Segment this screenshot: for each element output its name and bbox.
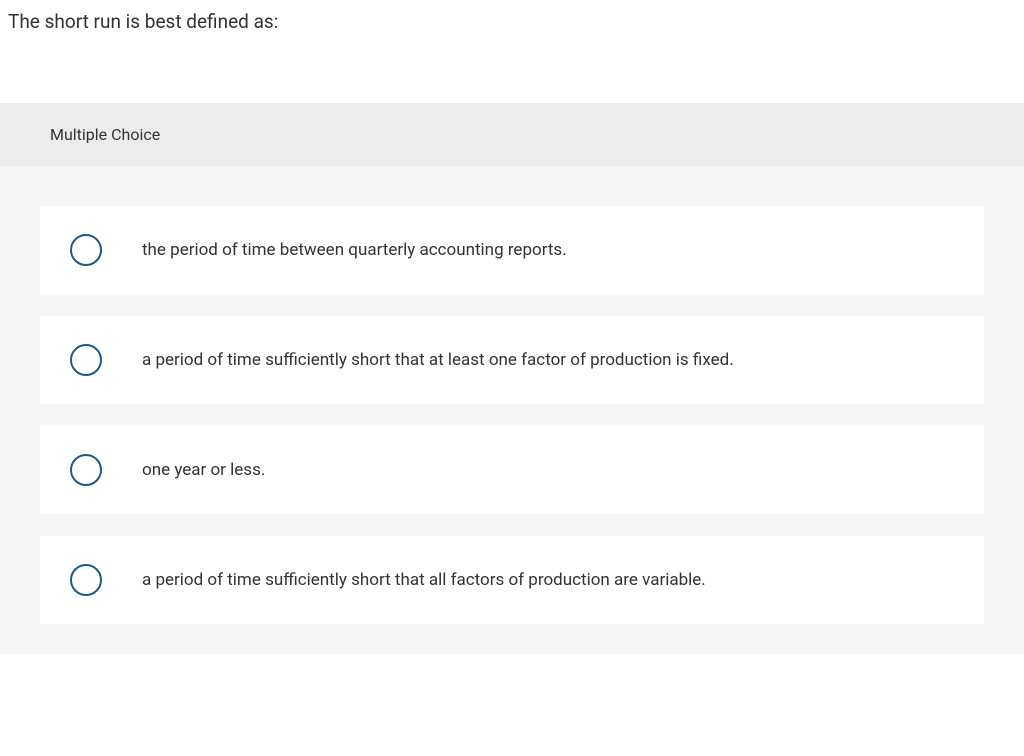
- option-label: the period of time between quarterly acc…: [142, 240, 567, 260]
- option-3[interactable]: one year or less.: [40, 426, 984, 514]
- option-label: one year or less.: [142, 460, 265, 480]
- multiple-choice-header: Multiple Choice: [0, 103, 1024, 166]
- question-text: The short run is best defined as:: [0, 0, 1024, 33]
- radio-icon: [70, 234, 102, 266]
- option-label: a period of time sufficiently short that…: [142, 570, 706, 590]
- option-1[interactable]: the period of time between quarterly acc…: [40, 206, 984, 294]
- radio-icon: [70, 344, 102, 376]
- options-list: the period of time between quarterly acc…: [0, 166, 1024, 654]
- multiple-choice-container: Multiple Choice the period of time betwe…: [0, 103, 1024, 654]
- radio-icon: [70, 564, 102, 596]
- option-2[interactable]: a period of time sufficiently short that…: [40, 316, 984, 404]
- option-4[interactable]: a period of time sufficiently short that…: [40, 536, 984, 624]
- radio-icon: [70, 454, 102, 486]
- option-label: a period of time sufficiently short that…: [142, 350, 734, 370]
